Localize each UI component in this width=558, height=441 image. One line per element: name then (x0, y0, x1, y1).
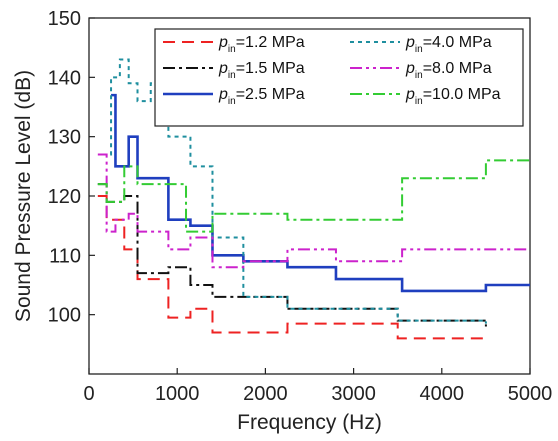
x-tick-label: 0 (83, 383, 94, 405)
y-tick-label: 100 (48, 305, 81, 327)
series-line-4 (102, 58, 487, 324)
tick-layer: 0 1000 2000 3000 4000 5000 100 110 120 130 140 150 (48, 8, 553, 405)
x-tick-label: 1000 (155, 383, 200, 405)
legend-label-5: pin=8.0 MPa (405, 60, 492, 81)
series-line-1 (97, 195, 486, 340)
legend-label-6: pin=10.0 MPa (405, 86, 501, 107)
y-axis-label: Sound Pressure Level (dB) (12, 70, 35, 322)
y-tick-label: 140 (48, 67, 81, 89)
x-axis-label: Frequency (Hz) (237, 411, 382, 434)
x-tick-label: 3000 (331, 383, 376, 405)
series-line-2 (97, 183, 487, 327)
x-tick-label: 5000 (508, 383, 553, 405)
legend-label-2: pin=1.5 MPa (218, 60, 305, 81)
series-line-3 (111, 93, 530, 293)
legend-label-3: pin=2.5 MPa (218, 86, 305, 107)
x-tick-label: 2000 (243, 383, 288, 405)
series-line-6 (97, 159, 530, 233)
legend-label-4: pin=4.0 MPa (405, 34, 492, 55)
y-tick-label: 150 (48, 8, 81, 30)
y-tick-label: 120 (48, 186, 81, 208)
legend-label-1: pin=1.2 MPa (218, 34, 305, 55)
legend-box (154, 28, 524, 127)
x-tick-label: 4000 (420, 383, 465, 405)
series-layer (97, 58, 530, 340)
y-tick-label: 130 (48, 127, 81, 149)
y-tick-label: 110 (49, 245, 81, 267)
legend: pin=1.2 MPa pin=1.5 MPa pin=2.5 MPa pin=4.0… (154, 28, 524, 127)
series-line-5 (97, 153, 530, 269)
